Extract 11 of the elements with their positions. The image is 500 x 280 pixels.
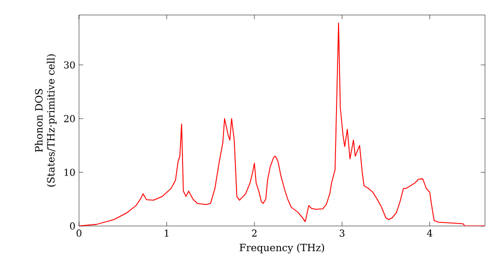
x-tick-label: 0 — [76, 230, 82, 237]
y-tick-label: 20 — [64, 115, 75, 122]
y-axis-title: Phonon DOS (States/THz·primitive cell) — [34, 54, 57, 187]
x-tick-label: 1 — [164, 230, 168, 237]
x-tick-label: 4 — [427, 230, 432, 237]
y-tick-label: 10 — [64, 168, 75, 176]
x-tick-label: 3 — [340, 230, 344, 237]
y-tick-label: 30 — [64, 61, 75, 69]
x-tick-label: 2 — [252, 230, 256, 237]
y-tick-label: 0 — [70, 222, 75, 230]
x-axis-title: Frequency (THz) — [240, 244, 324, 254]
